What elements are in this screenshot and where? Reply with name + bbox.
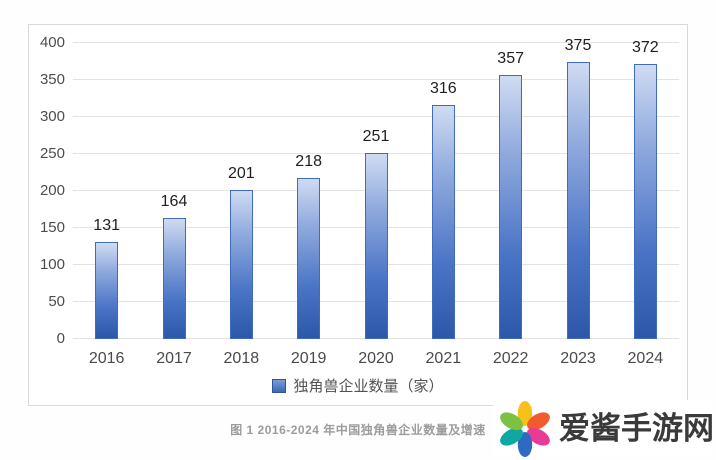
x-tick-2021: 2021 bbox=[425, 350, 462, 367]
pinwheel-petal-3 bbox=[517, 432, 533, 457]
legend-swatch bbox=[272, 378, 287, 393]
gridline-300 bbox=[73, 116, 679, 117]
plot-area: 131 164 201 218 251 316 357 375 372 bbox=[73, 37, 679, 339]
pinwheel-petal-5 bbox=[500, 412, 523, 431]
data-label-2023: 375 bbox=[564, 36, 592, 54]
site-watermark: 爱酱手游网 bbox=[493, 400, 714, 458]
data-label-2024: 372 bbox=[631, 38, 659, 56]
bar-2016 bbox=[95, 242, 119, 339]
pinwheel-petal-4 bbox=[500, 427, 523, 446]
x-tick-2019: 2019 bbox=[290, 350, 327, 367]
data-label-2016: 131 bbox=[93, 217, 120, 235]
bar-2019 bbox=[297, 177, 321, 339]
y-tick-0: 0 bbox=[56, 330, 65, 347]
x-tick-2020: 2020 bbox=[358, 350, 394, 367]
data-label-2021: 316 bbox=[429, 80, 457, 98]
x-tick-2022: 2022 bbox=[492, 350, 529, 367]
y-tick-300: 300 bbox=[39, 108, 65, 125]
bar-2020 bbox=[364, 153, 388, 339]
bar-2023 bbox=[566, 61, 590, 339]
chart-panel: 131 164 201 218 251 316 357 375 372 0 50 100 150 200… bbox=[28, 24, 688, 406]
legend: 独角兽企业数量（家） bbox=[29, 375, 687, 396]
x-tick-2018: 2018 bbox=[223, 350, 260, 367]
bar-2017 bbox=[162, 217, 186, 339]
bar-2022 bbox=[499, 74, 523, 339]
gridline-350 bbox=[73, 79, 679, 80]
y-tick-250: 250 bbox=[39, 145, 65, 162]
bar-2021 bbox=[431, 105, 455, 339]
data-label-2022: 357 bbox=[497, 49, 524, 67]
data-label-2018: 201 bbox=[227, 165, 255, 183]
y-tick-50: 50 bbox=[48, 293, 65, 310]
pinwheel-flower-icon bbox=[500, 401, 550, 457]
legend-label: 独角兽企业数量（家） bbox=[293, 378, 444, 395]
y-tick-150: 150 bbox=[39, 219, 65, 236]
pinwheel-petal-2 bbox=[527, 427, 550, 446]
pinwheel-petal-1 bbox=[527, 412, 550, 431]
data-label-2017: 164 bbox=[160, 192, 188, 210]
figure-caption: 图 1 2016-2024 年中国独角兽企业数量及增速 bbox=[230, 423, 486, 437]
y-tick-200: 200 bbox=[39, 182, 65, 199]
x-tick-2017: 2017 bbox=[156, 350, 192, 367]
pinwheel-petal-0 bbox=[517, 401, 533, 426]
x-tick-2024: 2024 bbox=[627, 350, 664, 367]
gridline-400 bbox=[73, 42, 679, 43]
bar-2024 bbox=[633, 63, 657, 339]
data-label-2019: 218 bbox=[295, 152, 322, 170]
y-tick-100: 100 bbox=[39, 256, 65, 273]
x-tick-2023: 2023 bbox=[560, 350, 596, 367]
watermark-text: 爱酱手游网 bbox=[559, 411, 714, 446]
data-label-2020: 251 bbox=[362, 128, 390, 146]
y-tick-400: 400 bbox=[39, 34, 65, 51]
x-tick-2016: 2016 bbox=[88, 350, 125, 367]
bar-2018 bbox=[229, 190, 253, 339]
y-tick-350: 350 bbox=[39, 71, 65, 88]
